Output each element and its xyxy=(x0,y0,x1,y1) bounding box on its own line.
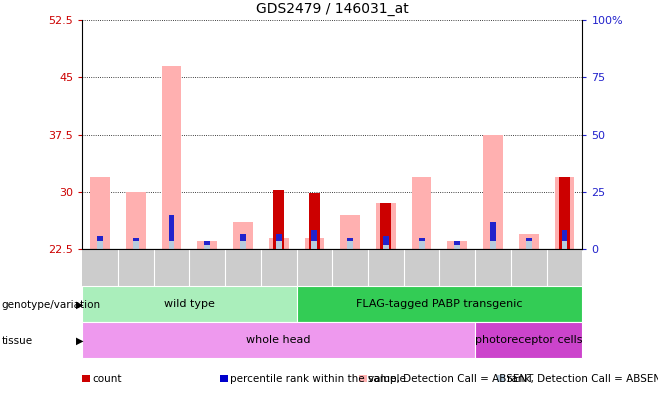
Text: value, Detection Call = ABSENT: value, Detection Call = ABSENT xyxy=(368,374,534,384)
Bar xyxy=(561,241,567,249)
Text: count: count xyxy=(92,374,122,384)
Bar xyxy=(418,238,424,249)
Bar xyxy=(376,203,395,249)
Bar xyxy=(526,238,532,249)
Bar xyxy=(455,245,460,249)
Bar xyxy=(383,245,389,249)
Text: whole head: whole head xyxy=(247,335,311,345)
Bar xyxy=(240,234,246,249)
Bar xyxy=(168,241,174,249)
Bar xyxy=(311,241,317,249)
Bar xyxy=(205,241,210,249)
Bar xyxy=(418,241,424,249)
Bar xyxy=(97,236,103,249)
Bar xyxy=(380,203,392,249)
Bar xyxy=(483,134,503,249)
Bar xyxy=(133,241,139,249)
Text: photoreceptor cells: photoreceptor cells xyxy=(475,335,582,345)
Text: FLAG-tagged PABP transgenic: FLAG-tagged PABP transgenic xyxy=(356,299,522,309)
Bar xyxy=(82,322,475,358)
Bar xyxy=(197,241,217,249)
Bar xyxy=(490,222,496,249)
Text: ▶: ▶ xyxy=(76,336,83,346)
Bar xyxy=(82,286,297,322)
Bar xyxy=(233,222,253,249)
Text: percentile rank within the sample: percentile rank within the sample xyxy=(230,374,406,384)
Bar xyxy=(412,177,432,249)
Bar xyxy=(126,192,145,249)
Bar xyxy=(311,230,317,249)
Bar xyxy=(347,241,353,249)
Bar xyxy=(273,190,284,249)
Bar xyxy=(490,241,496,249)
Bar xyxy=(297,286,582,322)
Bar xyxy=(205,245,210,249)
Bar xyxy=(561,230,567,249)
Text: genotype/variation: genotype/variation xyxy=(1,300,101,309)
Bar xyxy=(97,241,103,249)
Bar xyxy=(133,238,139,249)
Bar xyxy=(240,241,246,249)
Bar xyxy=(475,322,582,358)
Text: rank, Detection Call = ABSENT: rank, Detection Call = ABSENT xyxy=(507,374,658,384)
Bar xyxy=(276,234,282,249)
Bar xyxy=(383,236,389,249)
Bar xyxy=(168,215,174,249)
Bar xyxy=(90,177,110,249)
Text: wild type: wild type xyxy=(164,299,215,309)
Text: tissue: tissue xyxy=(1,336,32,346)
Bar xyxy=(519,234,538,249)
Bar xyxy=(276,241,282,249)
Bar xyxy=(559,177,570,249)
Bar xyxy=(455,241,460,249)
Bar xyxy=(555,177,574,249)
Bar xyxy=(269,238,288,249)
Bar xyxy=(347,238,353,249)
Bar xyxy=(526,241,532,249)
Bar xyxy=(309,194,320,249)
Bar xyxy=(340,215,360,249)
Text: ▶: ▶ xyxy=(76,300,83,309)
Bar xyxy=(305,238,324,249)
Title: GDS2479 / 146031_at: GDS2479 / 146031_at xyxy=(256,2,409,17)
Bar xyxy=(162,66,182,249)
Bar xyxy=(447,241,467,249)
